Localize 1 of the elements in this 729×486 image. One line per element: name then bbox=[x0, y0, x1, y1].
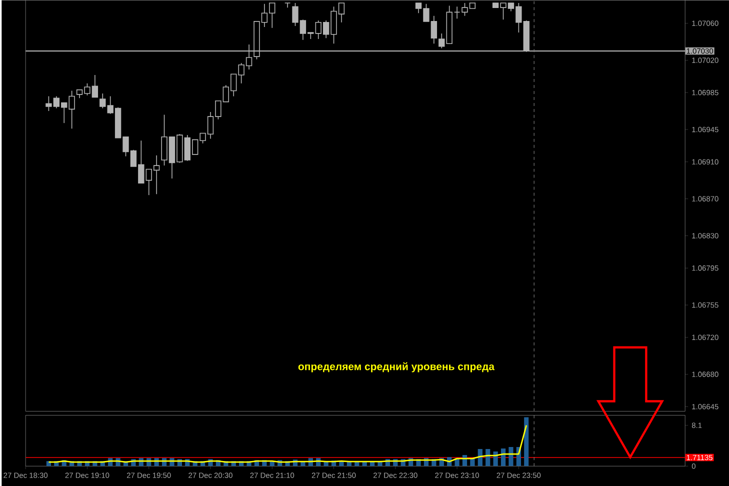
annotation: определяем средний уровень спреда bbox=[298, 362, 495, 372]
